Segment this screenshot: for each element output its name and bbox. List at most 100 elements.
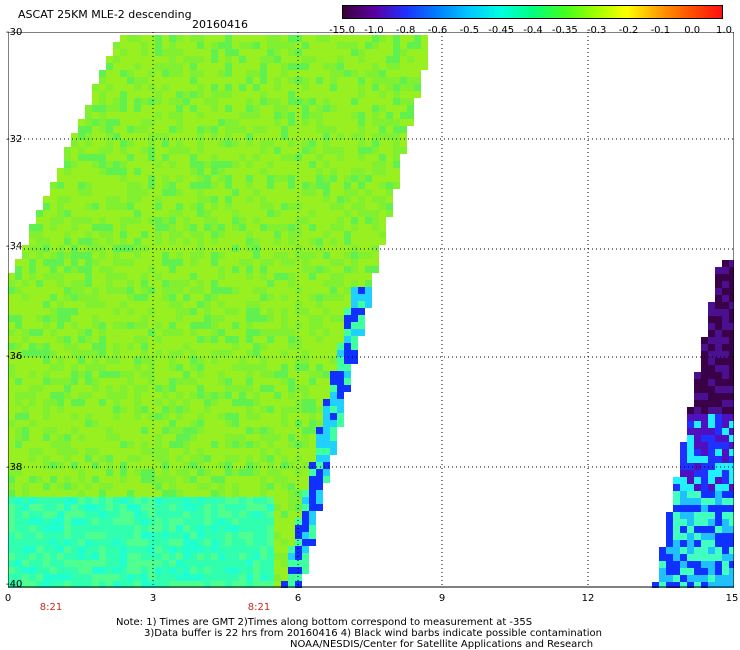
swath-cell <box>92 238 99 245</box>
swath-cell <box>729 561 734 568</box>
swath-cell <box>260 126 267 133</box>
swath-cell <box>64 224 71 231</box>
swath-cell <box>729 323 734 330</box>
swath-cell <box>113 364 120 371</box>
swath-cell <box>372 161 379 168</box>
swath-cell <box>225 427 232 434</box>
swath-cell <box>22 308 29 315</box>
swath-cell <box>225 525 232 532</box>
swath-cell <box>281 476 288 483</box>
swath-cell <box>309 441 316 448</box>
swath-cell <box>260 266 267 273</box>
swath-cell <box>50 238 57 245</box>
swath-cell <box>162 210 169 217</box>
swath-cell <box>85 420 92 427</box>
swath-cell <box>141 392 148 399</box>
swath-cell <box>106 371 113 378</box>
swath-cell <box>267 224 274 231</box>
swath-cell <box>722 568 729 575</box>
swath-cell <box>162 336 169 343</box>
swath-cell <box>260 308 267 315</box>
swath-cell <box>309 49 316 56</box>
swath-cell <box>365 210 372 217</box>
swath-cell <box>85 259 92 266</box>
swath-cell <box>134 301 141 308</box>
swath-cell <box>344 217 351 224</box>
swath-cell <box>92 392 99 399</box>
swath-cell <box>134 525 141 532</box>
swath-cell <box>106 504 113 511</box>
swath-cell <box>197 63 204 70</box>
swath-cell <box>120 567 127 574</box>
swath-cell <box>162 462 169 469</box>
swath-cell <box>50 259 57 266</box>
swath-cell <box>148 287 155 294</box>
swath-cell <box>190 399 197 406</box>
swath-cell <box>288 126 295 133</box>
swath-cell <box>134 553 141 560</box>
swath-cell <box>281 315 288 322</box>
swath-cell <box>106 280 113 287</box>
swath-cell <box>323 462 330 469</box>
swath-cell <box>715 288 722 295</box>
swath-cell <box>288 42 295 49</box>
swath-cell <box>134 238 141 245</box>
swath-cell <box>225 406 232 413</box>
swath-cell <box>281 196 288 203</box>
swath-cell <box>99 259 106 266</box>
swath-cell <box>351 35 358 42</box>
swath-cell <box>253 280 260 287</box>
swath-cell <box>106 77 113 84</box>
swath-cell <box>141 357 148 364</box>
swath-cell <box>323 364 330 371</box>
swath-cell <box>386 84 393 91</box>
swath-cell <box>204 546 211 553</box>
swath-cell <box>169 35 176 42</box>
swath-cell <box>309 469 316 476</box>
swath-cell <box>218 462 225 469</box>
swath-cell <box>64 175 71 182</box>
swath-cell <box>211 154 218 161</box>
swath-cell <box>372 49 379 56</box>
swath-cell <box>127 560 134 567</box>
swath-cell <box>71 238 78 245</box>
swath-cell <box>134 343 141 350</box>
swath-cell <box>253 168 260 175</box>
swath-cell <box>176 49 183 56</box>
swath-cell <box>358 231 365 238</box>
swath-cell <box>253 105 260 112</box>
swath-cell <box>281 238 288 245</box>
swath-cell <box>246 42 253 49</box>
swath-cell <box>155 518 162 525</box>
swath-cell <box>218 469 225 476</box>
swath-cell <box>337 420 344 427</box>
swath-cell <box>92 399 99 406</box>
swath-cell <box>337 196 344 203</box>
swath-cell <box>372 252 379 259</box>
swath-cell <box>85 385 92 392</box>
swath-cell <box>211 546 218 553</box>
swath-cell <box>141 259 148 266</box>
swath-cell <box>379 147 386 154</box>
swath-cell <box>57 196 64 203</box>
swath-cell <box>316 497 323 504</box>
swath-cell <box>106 532 113 539</box>
swath-cell <box>316 329 323 336</box>
swath-cell <box>106 189 113 196</box>
swath-cell <box>260 448 267 455</box>
swath-cell <box>246 56 253 63</box>
swath-cell <box>288 224 295 231</box>
swath-cell <box>148 203 155 210</box>
swath-cell <box>78 217 85 224</box>
swath-cell <box>288 280 295 287</box>
swath-cell <box>260 294 267 301</box>
swath-cell <box>36 567 43 574</box>
swath-cell <box>113 210 120 217</box>
swath-cell <box>225 287 232 294</box>
swath-cell <box>127 161 134 168</box>
swath-cell <box>134 511 141 518</box>
swath-cell <box>8 287 15 294</box>
swath-cell <box>246 315 253 322</box>
swath-cell <box>29 385 36 392</box>
swath-cell <box>190 168 197 175</box>
